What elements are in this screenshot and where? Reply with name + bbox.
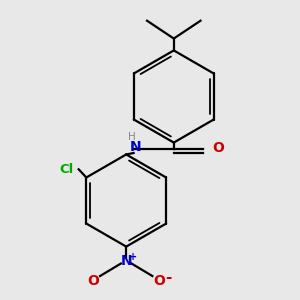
Text: O: O (153, 274, 165, 288)
Text: N: N (120, 254, 132, 268)
Text: +: + (129, 252, 137, 262)
Text: Cl: Cl (60, 163, 74, 176)
Text: -: - (165, 270, 172, 285)
Text: N: N (129, 140, 141, 154)
Text: O: O (212, 141, 224, 155)
Text: H: H (128, 132, 136, 142)
Text: O: O (88, 274, 100, 288)
